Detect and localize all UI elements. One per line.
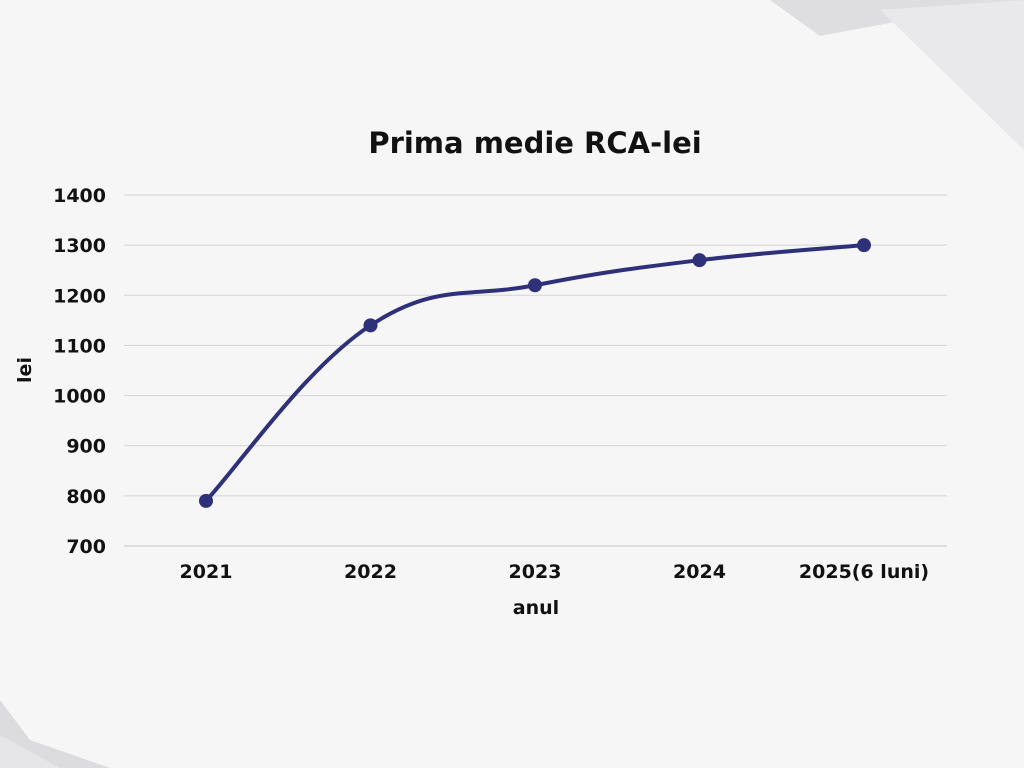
x-tick-label: 2022 [344,561,397,583]
y-tick-label: 800 [66,486,106,508]
y-tick-label: 1200 [53,285,106,307]
data-point-2024 [692,253,707,268]
y-axis-ticks: 700 800 900 1000 1100 1200 1300 1400 [53,185,106,558]
x-axis-label: anul [513,597,559,619]
y-tick-label: 1300 [53,235,106,257]
grid-lines [124,194,947,547]
x-tick-label: 2021 [180,561,233,583]
y-tick-label: 1400 [53,185,106,207]
data-point-2025-6-luni- [857,238,871,253]
x-tick-label: 2023 [509,561,562,583]
chart-title: Prima medie RCA-lei [368,126,701,160]
data-points [199,238,871,508]
data-point-2023 [528,278,542,293]
data-point-2022 [363,318,378,333]
x-tick-label: 2024 [673,561,726,583]
y-tick-label: 1000 [53,386,106,408]
series-line [204,243,866,503]
x-tick-label: 2025(6 luni) [799,561,929,583]
y-tick-label: 1100 [53,335,106,357]
x-axis-ticks: 2021 2022 2023 2024 2025(6 luni) [180,561,930,583]
y-axis-label: lei [14,357,36,383]
y-tick-label: 900 [66,436,106,458]
data-point-2021 [199,493,213,508]
y-tick-label: 700 [66,536,106,558]
